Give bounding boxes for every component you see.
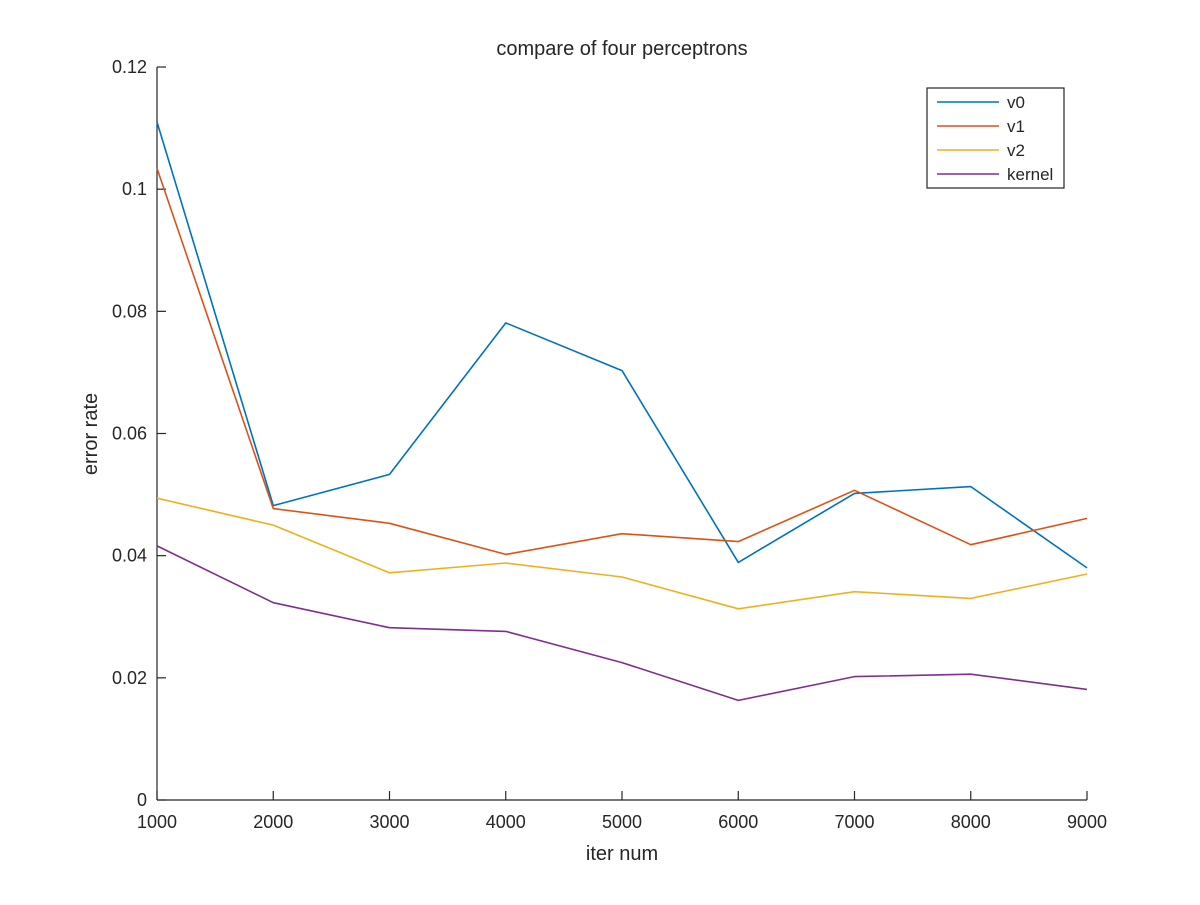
x-tick-label: 8000 [951, 812, 991, 832]
x-tick-label: 6000 [718, 812, 758, 832]
plot-area [156, 67, 1087, 801]
x-axis-label: iter num [586, 843, 658, 865]
y-tick-label: 0.1 [122, 179, 147, 199]
y-axis-ticks: 0 0.02 0.04 0.06 0.08 0.1 0.12 [112, 57, 166, 810]
legend: v0 v1 v2 kernel [926, 87, 1065, 189]
y-axis-label: error rate [80, 393, 102, 475]
y-tick-label: 0.06 [112, 424, 147, 444]
x-tick-label: 3000 [369, 812, 409, 832]
legend-label-v0: v0 [1007, 93, 1025, 112]
y-tick-label: 0.08 [112, 301, 147, 321]
x-tick-label: 9000 [1067, 812, 1107, 832]
y-tick-label: 0.04 [112, 546, 147, 566]
series-line-v2 [156, 497, 1088, 610]
x-tick-label: 7000 [834, 812, 874, 832]
legend-label-kernel: kernel [1007, 165, 1053, 184]
series-line-kernel [156, 545, 1088, 702]
legend-box [926, 87, 1065, 189]
series-line-v1 [156, 168, 1088, 556]
x-axis-ticks: 1000 2000 3000 4000 5000 6000 7000 8000 9000 [137, 791, 1107, 832]
x-tick-label: 5000 [602, 812, 642, 832]
series-lines [156, 121, 1088, 702]
y-tick-label: 0.02 [112, 668, 147, 688]
series-line-v0 [156, 121, 1088, 569]
plot-background [157, 67, 1087, 800]
x-tick-label: 2000 [253, 812, 293, 832]
legend-label-v2: v2 [1007, 141, 1025, 160]
x-tick-label: 1000 [137, 812, 177, 832]
chart-title: compare of four perceptrons [496, 38, 747, 60]
x-tick-label: 4000 [486, 812, 526, 832]
legend-label-v1: v1 [1007, 117, 1025, 136]
y-tick-label: 0 [137, 790, 147, 810]
y-tick-label: 0.12 [112, 57, 147, 77]
